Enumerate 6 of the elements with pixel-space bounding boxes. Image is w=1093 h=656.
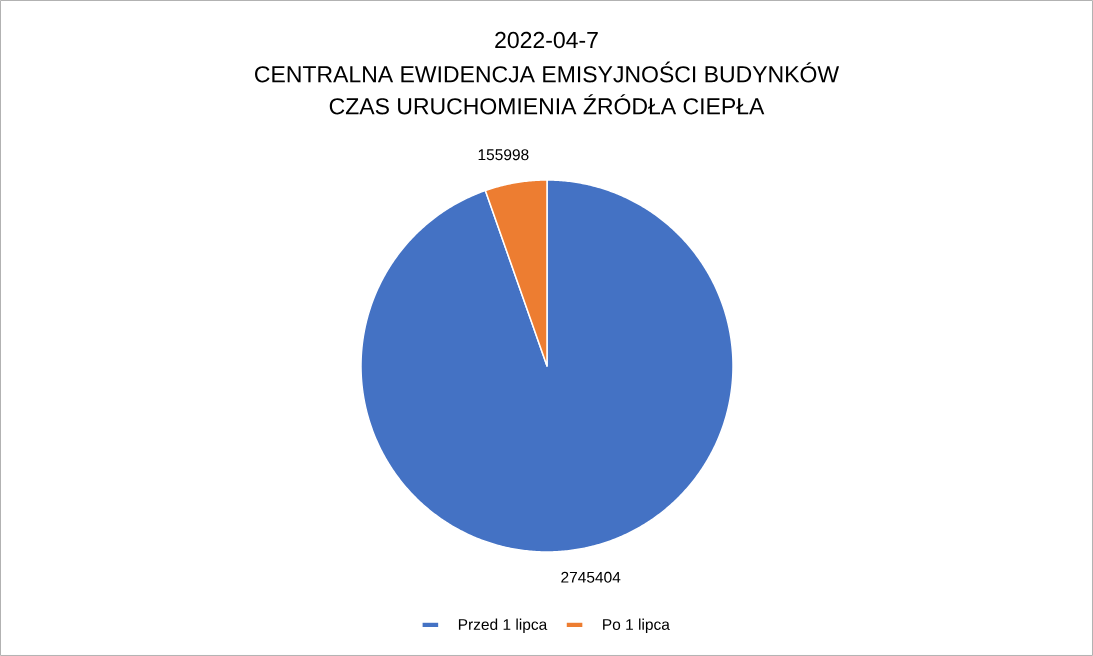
legend-label: Przed 1 lipca (458, 618, 548, 634)
data-label: 2745404 (561, 571, 621, 583)
legend-label: Po 1 lipca (603, 618, 670, 634)
chart-subtitle: CENTRALNA EWIDENCJA EMISYJNOŚCI BUDYNKÓW CZAS URUCHOMIENIA ŹRÓDŁA CIEPŁA (255, 61, 840, 115)
data-label: 155998 (478, 149, 529, 161)
chart-title: 2022-04-7 (495, 31, 598, 49)
